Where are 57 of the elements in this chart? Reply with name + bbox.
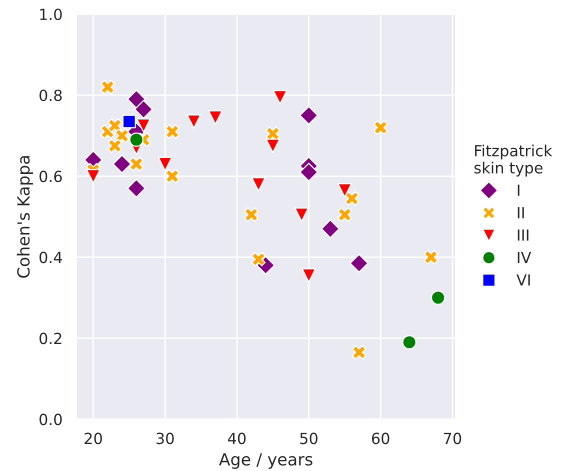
point — [100, 80, 115, 94]
point — [127, 90, 146, 109]
point — [294, 207, 309, 222]
point — [165, 124, 180, 139]
point — [272, 90, 288, 104]
point — [266, 126, 280, 141]
point — [158, 156, 172, 172]
point — [251, 177, 266, 192]
point — [299, 106, 318, 125]
x-axis-title: Age / years — [218, 453, 312, 469]
legend-title: Fitzpatrick skin type — [474, 144, 552, 177]
point — [208, 110, 223, 125]
point — [402, 335, 416, 350]
point — [122, 114, 136, 128]
point — [373, 120, 388, 135]
point — [350, 254, 368, 273]
x-tick-label: 70 — [444, 432, 462, 444]
point — [186, 114, 201, 129]
point — [129, 156, 144, 172]
legend-label: I — [518, 184, 520, 196]
point — [352, 345, 366, 360]
point — [86, 169, 100, 184]
legend-label: VI — [516, 274, 530, 286]
x-tick-label: 50 — [300, 432, 318, 444]
point — [136, 118, 151, 133]
y-tick-label: 0.2 — [40, 332, 62, 344]
y-tick-label: 0.8 — [40, 90, 62, 102]
x-tick-label: 60 — [372, 432, 390, 444]
legend-label: II — [518, 207, 524, 218]
point — [302, 268, 316, 283]
point — [338, 207, 352, 222]
point — [266, 138, 280, 153]
x-tick-label: 40 — [228, 432, 246, 444]
x-tick-label: 30 — [156, 432, 174, 444]
legend-label: III — [518, 230, 528, 241]
y-tick-label: 0.6 — [40, 170, 62, 182]
legend-label: IV — [518, 252, 532, 264]
point — [114, 128, 130, 143]
point — [430, 290, 446, 305]
point — [320, 219, 340, 238]
y-tick-label: 0.0 — [40, 414, 62, 426]
point — [165, 169, 180, 184]
y-axis-title: Cohen's Kappa — [16, 156, 33, 278]
point — [108, 118, 122, 133]
point — [424, 250, 438, 264]
point — [129, 132, 144, 147]
x-tick-label: 20 — [84, 432, 102, 444]
point — [108, 138, 122, 153]
y-tick-label: 1.0 — [40, 8, 62, 20]
point — [299, 162, 318, 182]
point — [134, 100, 153, 119]
point — [344, 191, 360, 206]
point — [112, 154, 132, 174]
point — [338, 183, 352, 198]
y-tick-label: 0.4 — [40, 252, 62, 264]
point — [127, 178, 146, 198]
point — [244, 207, 258, 222]
